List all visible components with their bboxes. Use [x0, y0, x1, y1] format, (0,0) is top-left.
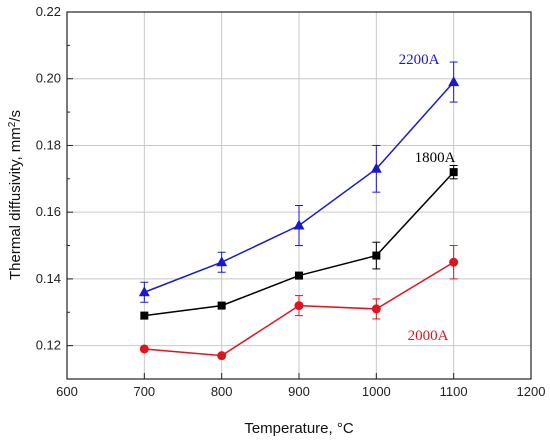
series-label: 1800A	[415, 150, 456, 166]
grid	[67, 12, 531, 379]
y-tick-label: 0.14	[36, 271, 61, 286]
x-axis-title: Temperature, °C	[244, 420, 354, 437]
series-2200A: 2200A	[138, 52, 460, 303]
data-point	[217, 301, 226, 310]
data-point	[372, 251, 381, 260]
y-tick-label: 0.18	[36, 137, 61, 152]
x-tick-label: 600	[56, 384, 78, 399]
data-point	[294, 301, 304, 311]
data-point	[449, 257, 459, 267]
data-point	[293, 219, 305, 230]
series-label: 2000A	[408, 328, 449, 344]
x-tick-label: 900	[288, 384, 310, 399]
series-layer: 2200A 1800A 2000A	[138, 52, 460, 361]
y-axis-title-main: Thermal diffusivity, mm	[7, 127, 24, 280]
data-point	[140, 311, 149, 320]
series-1800A: 1800A	[140, 150, 458, 320]
x-tick-label: 1100	[440, 384, 468, 399]
x-tick-label: 1000	[362, 384, 391, 399]
data-point	[139, 344, 149, 354]
data-point	[370, 162, 382, 173]
y-axis-title-tail: /s	[7, 110, 24, 122]
x-tick-label: 800	[211, 384, 233, 399]
series-2000A: 2000A	[139, 245, 459, 361]
data-point	[448, 76, 460, 87]
tick-labels: 600 700 800 900 1000 1100 1200 0.12 0.14 0.16 0.18…	[36, 4, 546, 399]
y-axis-title: Thermal diffusivity, mm2/s	[7, 110, 25, 280]
y-tick-label: 0.22	[36, 4, 61, 19]
x-tick-label: 1200	[517, 384, 546, 399]
data-point	[216, 256, 228, 267]
x-tick-label: 700	[133, 384, 155, 399]
y-tick-label: 0.20	[36, 71, 61, 86]
y-tick-label: 0.12	[36, 338, 61, 353]
data-point	[217, 351, 227, 361]
y-axis-title-sup: 2	[7, 121, 18, 127]
y-tick-label: 0.16	[36, 204, 61, 219]
data-point	[371, 304, 381, 314]
series-label: 2200A	[399, 52, 440, 68]
data-point	[449, 168, 458, 177]
axis-ticks	[66, 11, 532, 380]
data-point	[138, 286, 150, 297]
data-point	[295, 271, 303, 280]
